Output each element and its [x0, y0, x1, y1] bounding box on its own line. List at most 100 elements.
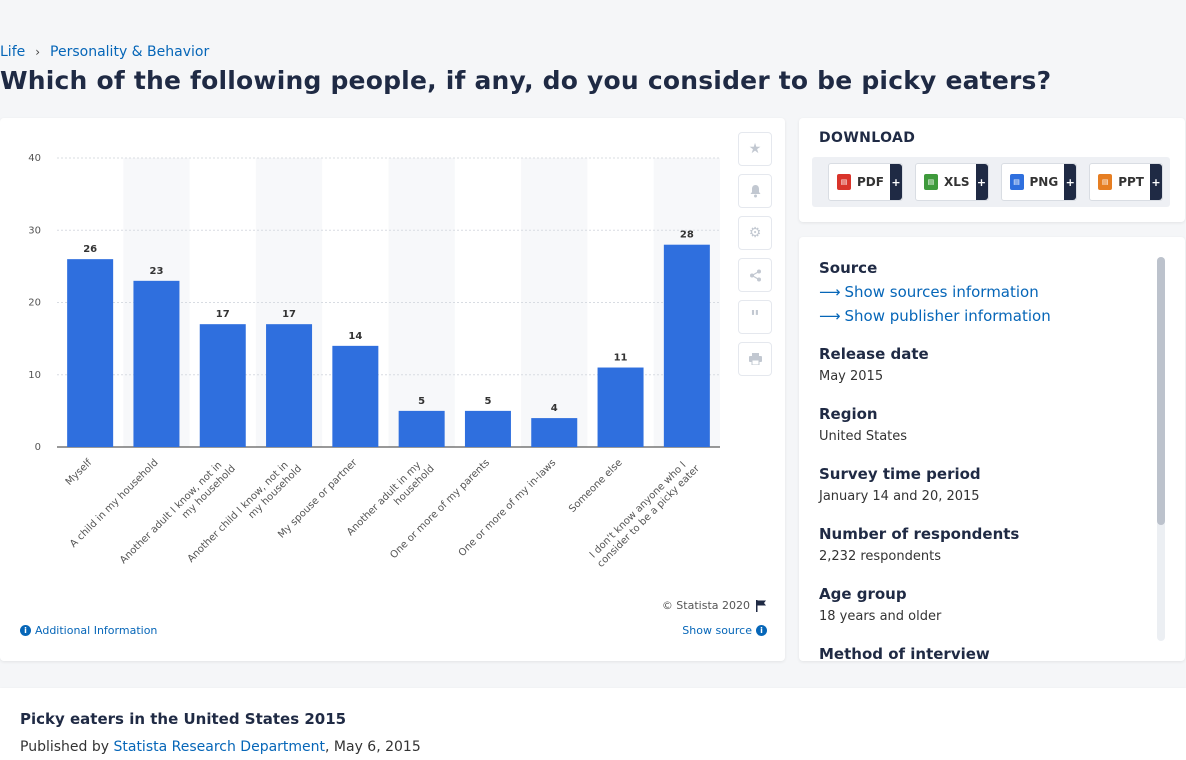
- bell-icon: [750, 185, 760, 198]
- y-tick-label: 10: [28, 370, 41, 381]
- download-ppt-label: PPT: [1118, 175, 1144, 189]
- show-source-label: Show source: [682, 624, 752, 637]
- favorite-star-button[interactable]: ★: [738, 132, 772, 166]
- age-group-value: 18 years and older: [819, 609, 942, 624]
- bar: [398, 410, 445, 447]
- copyright-text: © Statista 2020: [661, 599, 750, 612]
- data-label: 28: [680, 230, 694, 241]
- star-icon: ★: [748, 141, 762, 157]
- arrow-right-icon: ⟶: [819, 283, 841, 301]
- bar: [663, 244, 710, 447]
- print-button[interactable]: [738, 342, 772, 376]
- arrow-right-icon: ⟶: [819, 307, 841, 325]
- additional-information-link[interactable]: i Additional Information: [20, 624, 157, 637]
- release-date-label: Release date: [819, 345, 929, 363]
- printer-icon: [748, 353, 762, 365]
- age-group-label: Age group: [819, 585, 907, 603]
- info-icon: i: [20, 625, 31, 636]
- publisher-link[interactable]: Statista Research Department: [113, 739, 326, 755]
- info-icon: i: [756, 625, 767, 636]
- breadcrumb: Life › Personality & Behavior: [0, 44, 209, 60]
- quote-icon: ": [750, 306, 760, 328]
- bar: [67, 259, 114, 447]
- data-label: 17: [216, 309, 230, 320]
- settings-button[interactable]: ⚙: [738, 216, 772, 250]
- source-label: Source: [819, 259, 878, 277]
- x-tick-label: Someone else: [567, 457, 625, 515]
- download-png-label: PNG: [1029, 175, 1059, 189]
- download-pdf-button[interactable]: ▤ PDF +: [828, 163, 903, 201]
- data-label: 14: [348, 331, 362, 342]
- pdf-file-icon: ▤: [837, 174, 851, 190]
- chevron-right-icon: ›: [35, 45, 41, 59]
- plus-icon: +: [975, 164, 988, 200]
- statistic-details-card: Source ⟶ Show sources information ⟶ Show…: [799, 237, 1185, 661]
- details-scrollbar-thumb[interactable]: [1157, 257, 1165, 525]
- show-sources-link[interactable]: ⟶ Show sources information: [819, 283, 1159, 301]
- additional-information-label: Additional Information: [35, 624, 158, 637]
- top-strip: [0, 0, 1186, 40]
- cite-button[interactable]: ": [738, 300, 772, 334]
- xls-file-icon: ▤: [923, 174, 938, 190]
- bar: [464, 410, 511, 447]
- statistic-summary: Picky eaters in the United States 2015 P…: [0, 688, 1186, 760]
- download-ppt-button[interactable]: ▤ PPT +: [1089, 163, 1163, 201]
- publish-date: , May 6, 2015: [325, 739, 421, 755]
- bar: [199, 324, 246, 447]
- data-label: 17: [282, 309, 296, 320]
- bar: [266, 324, 313, 447]
- show-publisher-label: Show publisher information: [844, 307, 1051, 325]
- data-label: 5: [484, 396, 491, 407]
- statistic-details: Source ⟶ Show sources information ⟶ Show…: [819, 259, 1159, 661]
- y-tick-label: 30: [28, 225, 41, 236]
- notification-button[interactable]: [738, 174, 772, 208]
- show-source-link[interactable]: Show source i: [682, 624, 767, 637]
- data-label: 26: [83, 244, 97, 255]
- download-xls-label: XLS: [943, 175, 970, 189]
- method-label: Method of interview: [819, 645, 990, 661]
- download-xls-button[interactable]: ▤ XLS +: [914, 163, 989, 201]
- release-date-value: May 2015: [819, 369, 884, 384]
- download-buttons: ▤ PDF + ▤ XLS + ▤ PNG + ▤ PPT +: [812, 157, 1170, 207]
- breadcrumb-personality-link[interactable]: Personality & Behavior: [50, 44, 210, 60]
- breadcrumb-life-link[interactable]: Life: [0, 44, 26, 60]
- bar: [531, 418, 578, 447]
- plus-icon: +: [1064, 164, 1077, 200]
- gear-icon: ⚙: [748, 225, 762, 241]
- download-png-button[interactable]: ▤ PNG +: [1000, 163, 1078, 201]
- bar: [597, 367, 644, 447]
- x-tick-label-line: Another adult in my: [345, 460, 423, 538]
- flag-icon[interactable]: [756, 599, 767, 612]
- bar: [133, 280, 180, 447]
- published-by-label: Published by: [20, 739, 114, 755]
- download-title: DOWNLOAD: [819, 130, 916, 146]
- respondents-label: Number of respondents: [819, 525, 1020, 543]
- respondents-value: 2,232 respondents: [819, 549, 941, 564]
- share-icon: [749, 269, 761, 281]
- region-label: Region: [819, 405, 878, 423]
- x-tick-label-line: consider to be a picky eater: [595, 463, 702, 570]
- data-label: 11: [614, 353, 628, 364]
- y-tick-label: 40: [28, 153, 41, 164]
- show-sources-label: Show sources information: [844, 283, 1039, 301]
- chart-toolbar: ★ ⚙ ": [738, 132, 772, 376]
- y-tick-label: 0: [35, 442, 41, 453]
- share-button[interactable]: [738, 258, 772, 292]
- page-title: Which of the following people, if any, d…: [0, 66, 1052, 95]
- region-value: United States: [819, 429, 908, 444]
- png-file-icon: ▤: [1009, 174, 1024, 190]
- chart-card: 0 10 20 30 40 26 Myself 23 A child in my househo…: [0, 118, 785, 661]
- x-tick-label-line: Myself: [64, 457, 95, 488]
- survey-period-label: Survey time period: [819, 465, 981, 483]
- show-publisher-link[interactable]: ⟶ Show publisher information: [819, 307, 1159, 325]
- data-label: 23: [149, 266, 163, 277]
- plus-icon: +: [889, 164, 902, 200]
- plus-icon: +: [1149, 164, 1162, 200]
- details-scrollbar[interactable]: [1157, 257, 1165, 641]
- bar: [332, 345, 379, 447]
- y-tick-label: 20: [28, 298, 41, 309]
- published-by: Published by Statista Research Departmen…: [20, 739, 421, 755]
- statistic-title: Picky eaters in the United States 2015: [20, 710, 347, 728]
- data-label: 4: [551, 403, 558, 414]
